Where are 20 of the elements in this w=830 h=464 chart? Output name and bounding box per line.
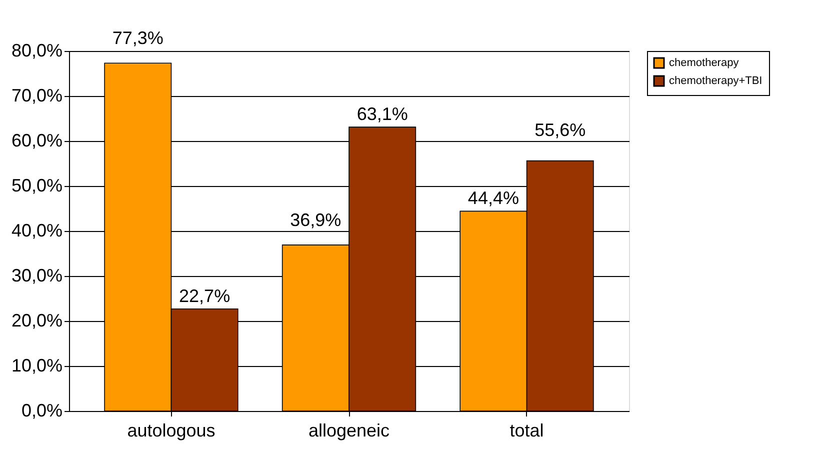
data-label: 63,1%	[356, 104, 408, 124]
data-label: 44,4%	[468, 188, 519, 208]
data-label: 77,3%	[112, 28, 164, 48]
data-label: 22,7%	[179, 286, 230, 306]
x-tick-label: allogeneic	[308, 420, 390, 440]
legend-label: chemotherapy	[669, 57, 740, 69]
data-label: 55,6%	[534, 120, 586, 140]
y-tick-label: 50,0%	[11, 176, 62, 196]
y-tick-label: 70,0%	[11, 86, 62, 106]
y-tick-label: 20,0%	[11, 310, 62, 330]
y-tick-label: 80,0%	[11, 40, 62, 60]
y-tick-label: 10,0%	[11, 356, 62, 376]
x-tick-label: total	[510, 420, 544, 440]
y-tick-label: 0,0%	[21, 400, 62, 420]
y-tick-label: 40,0%	[11, 220, 62, 240]
legend-label: chemotherapy+TBI	[669, 75, 762, 87]
x-tick-label: autologous	[127, 420, 216, 440]
y-tick-label: 30,0%	[11, 266, 62, 286]
data-label: 36,9%	[290, 210, 342, 230]
y-tick-label: 60,0%	[11, 130, 62, 150]
